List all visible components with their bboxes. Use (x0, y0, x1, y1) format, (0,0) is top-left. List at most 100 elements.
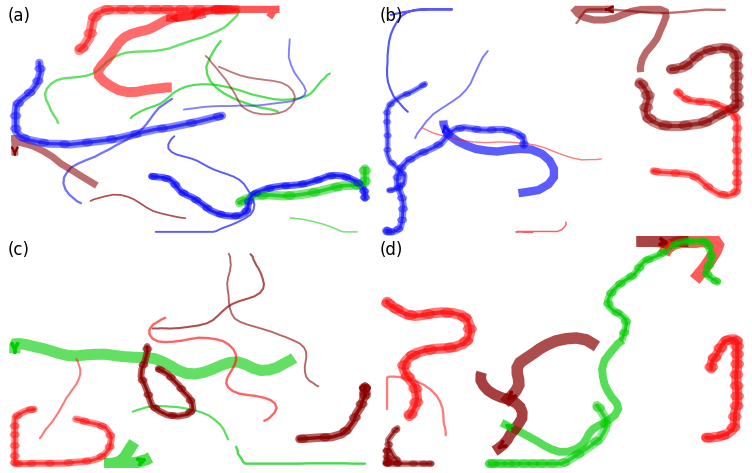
Circle shape (423, 346, 437, 354)
Circle shape (359, 389, 370, 396)
Circle shape (35, 65, 45, 72)
Circle shape (252, 190, 260, 196)
Circle shape (409, 385, 422, 393)
Circle shape (383, 228, 392, 233)
Circle shape (685, 238, 695, 245)
Circle shape (721, 336, 734, 344)
Circle shape (503, 460, 514, 467)
Circle shape (720, 44, 732, 53)
Circle shape (383, 461, 391, 465)
Circle shape (257, 192, 268, 199)
Circle shape (107, 136, 117, 143)
Circle shape (299, 181, 307, 187)
Circle shape (690, 53, 703, 61)
Circle shape (387, 229, 396, 235)
Text: (d): (d) (380, 241, 403, 259)
Circle shape (731, 342, 744, 350)
Circle shape (98, 423, 106, 429)
Circle shape (612, 310, 622, 315)
Circle shape (679, 122, 692, 130)
Circle shape (731, 392, 744, 400)
Circle shape (399, 206, 408, 212)
Circle shape (704, 243, 714, 249)
Circle shape (730, 382, 743, 390)
Circle shape (731, 189, 740, 195)
Circle shape (723, 106, 732, 113)
Circle shape (359, 167, 371, 174)
Circle shape (27, 461, 36, 466)
Circle shape (393, 457, 400, 462)
Circle shape (409, 461, 417, 466)
Circle shape (732, 179, 742, 185)
Circle shape (384, 133, 391, 138)
Circle shape (177, 386, 186, 392)
Circle shape (731, 360, 744, 368)
Circle shape (669, 242, 679, 248)
Circle shape (203, 205, 212, 211)
Circle shape (340, 428, 350, 435)
Circle shape (383, 448, 391, 453)
Text: (a): (a) (8, 7, 31, 25)
Circle shape (730, 93, 743, 101)
Circle shape (102, 6, 114, 14)
Circle shape (657, 250, 667, 256)
Circle shape (359, 385, 370, 392)
Circle shape (168, 413, 177, 418)
Circle shape (527, 460, 538, 467)
Circle shape (714, 344, 726, 352)
Circle shape (89, 13, 102, 21)
Circle shape (485, 460, 496, 467)
Circle shape (420, 83, 426, 88)
Circle shape (732, 125, 742, 131)
Circle shape (600, 420, 611, 428)
Circle shape (149, 5, 162, 13)
Circle shape (179, 190, 188, 196)
Circle shape (11, 460, 20, 465)
Circle shape (398, 195, 407, 201)
Circle shape (398, 361, 411, 369)
Circle shape (399, 171, 406, 176)
Circle shape (59, 141, 70, 148)
Circle shape (463, 325, 476, 333)
Circle shape (32, 78, 43, 84)
Circle shape (133, 5, 146, 13)
Circle shape (244, 199, 253, 204)
Circle shape (717, 431, 729, 439)
Circle shape (80, 419, 89, 424)
Circle shape (354, 180, 362, 186)
Circle shape (704, 263, 714, 269)
Circle shape (607, 290, 616, 296)
Circle shape (157, 125, 168, 131)
Circle shape (360, 195, 369, 200)
Circle shape (213, 5, 226, 13)
Circle shape (383, 454, 391, 459)
Circle shape (459, 337, 472, 345)
Circle shape (718, 192, 728, 198)
Circle shape (495, 460, 506, 467)
Circle shape (703, 184, 713, 190)
Circle shape (284, 192, 295, 199)
Circle shape (383, 229, 392, 235)
Circle shape (419, 149, 428, 155)
Circle shape (384, 120, 390, 124)
Circle shape (385, 442, 393, 447)
Circle shape (297, 435, 308, 442)
Circle shape (458, 313, 471, 322)
Circle shape (384, 455, 393, 461)
Circle shape (641, 91, 654, 99)
Circle shape (13, 100, 23, 106)
Circle shape (702, 434, 714, 442)
Circle shape (193, 5, 206, 13)
Circle shape (383, 461, 391, 466)
Circle shape (404, 410, 417, 419)
Circle shape (131, 131, 141, 137)
Circle shape (143, 346, 152, 352)
Circle shape (690, 174, 699, 180)
Circle shape (730, 83, 743, 91)
Circle shape (186, 120, 197, 126)
Circle shape (383, 449, 391, 454)
Circle shape (236, 197, 248, 205)
Circle shape (217, 5, 230, 13)
Circle shape (314, 177, 323, 183)
Circle shape (139, 362, 148, 368)
